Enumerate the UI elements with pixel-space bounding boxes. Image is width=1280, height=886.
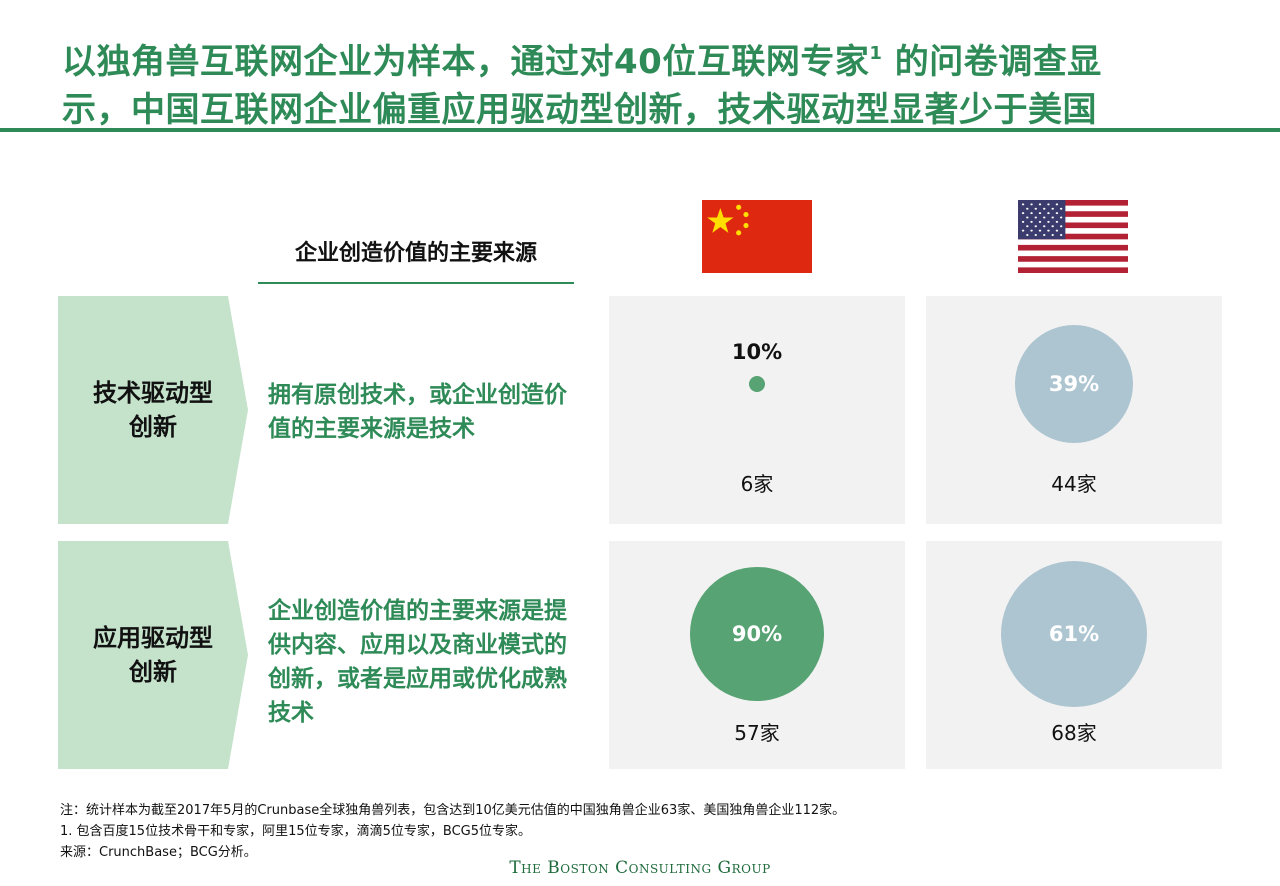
title-line-2: 示，中国互联网企业偏重应用驱动型创新，技术驱动型显著少于美国 [62,90,1097,130]
row-description-tech-driven: 拥有原创技术，或企业创造价值的主要来源是技术 [268,382,567,442]
company-count: 44家 [1051,472,1097,496]
bubble-usa-tech: 39% [1015,325,1133,443]
row-label-text: 应用驱动型创新 [93,624,213,686]
cell-usa-app: 61% 68家 [926,541,1222,769]
company-count: 68家 [1051,721,1097,745]
china-flag-icon [702,200,812,273]
note-line: 注：统计样本为截至2017年5月的Crunbase全球独角兽列表，包含达到10亿… [60,803,846,818]
footnotes: 注：统计样本为截至2017年5月的Crunbase全球独角兽列表，包含达到10亿… [60,800,1160,863]
cell-china-tech: 10% 6家 [609,296,905,524]
row-label-app-driven: 应用驱动型创新 [58,541,248,769]
column-header: 企业创造价值的主要来源 [258,236,574,284]
company-count: 57家 [734,721,780,745]
title-line-1: 以独角兽互联网企业为样本，通过对40位互联网专家1 的问卷调查显 [62,30,1262,86]
bubble-value-label: 90% [731,622,783,646]
title-footnote-mark: 1 [869,43,883,64]
title-divider [0,128,1280,132]
bubble-usa-app: 61% [1001,561,1147,707]
note-line: 1. 包含百度15位技术骨干和专家，阿里15位专家，滴滴5位专家，BCG5位专家… [60,824,532,839]
bubble-value-label: 61% [1048,622,1100,646]
usa-flag-icon [1018,200,1128,273]
bubble-china-app: 90% [690,567,824,701]
source-line: 来源：CrunchBase；BCG分析。 [60,845,257,860]
page-title: 以独角兽互联网企业为样本，通过对40位互联网专家1 的问卷调查显 示，中国互联网… [62,30,1262,134]
cell-usa-tech: 39% 44家 [926,296,1222,524]
company-count: 6家 [740,472,774,496]
bcg-logo-text: The Boston Consulting Group [509,858,771,878]
bubble-value-label: 10% [731,340,783,364]
row-label-text: 技术驱动型创新 [93,379,213,441]
bcg-logo: The Boston Consulting Group [0,858,1280,878]
bubble-china-tech [749,376,765,392]
row-description-app-driven: 企业创造价值的主要来源是提供内容、应用以及商业模式的创新，或者是应用或优化成熟技… [268,598,567,726]
title-text-b: 的问卷调查显 [882,42,1102,82]
cell-china-app: 90% 57家 [609,541,905,769]
row-label-tech-driven: 技术驱动型创新 [58,296,248,524]
title-text-a: 以独角兽互联网企业为样本，通过对40位互联网专家 [62,42,870,82]
bubble-value-label: 39% [1048,372,1100,396]
